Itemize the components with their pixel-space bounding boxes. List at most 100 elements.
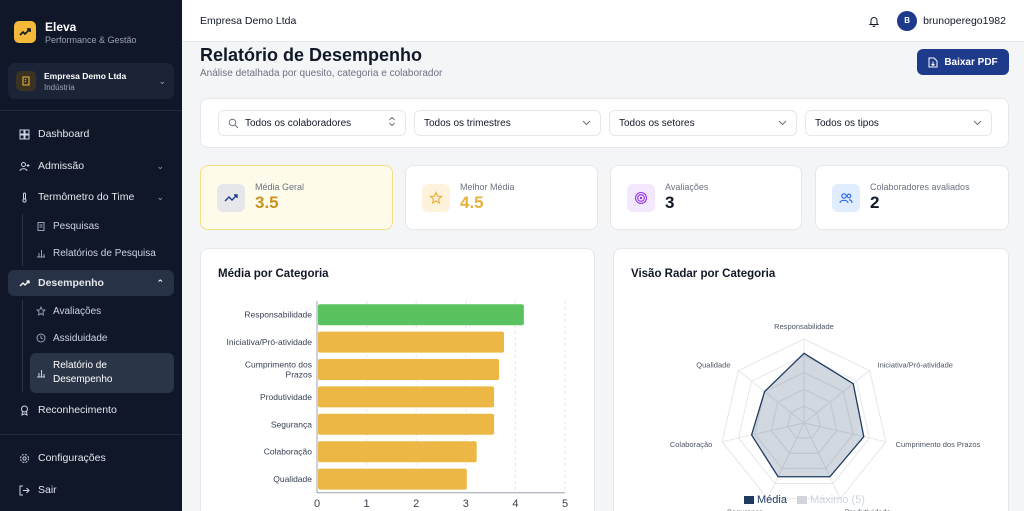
radar-axis-label: Segurança bbox=[727, 508, 764, 511]
brand-name: Eleva bbox=[45, 19, 77, 34]
x-tick-label: 4 bbox=[512, 498, 518, 510]
brand-subtitle: Performance & Gestão bbox=[45, 34, 137, 45]
tree-line bbox=[22, 300, 23, 392]
stat-label: Melhor Média bbox=[460, 182, 515, 192]
x-tick-label: 0 bbox=[314, 498, 320, 510]
category-label: Cumprimento dos bbox=[245, 360, 312, 370]
filters-panel: Todos os colaboradores Todos os trimestr… bbox=[200, 98, 1009, 148]
stat-value: 3.5 bbox=[255, 193, 279, 212]
chevron-down-icon bbox=[582, 118, 591, 129]
sidebar-item-label: Avaliações bbox=[53, 305, 102, 317]
username[interactable]: bruno​perego1982 bbox=[923, 14, 1006, 27]
stat-value: 2 bbox=[870, 193, 880, 212]
avatar[interactable]: B bbox=[897, 10, 918, 31]
sector-filter[interactable]: Todos os setores bbox=[609, 110, 797, 136]
bar-chart-title: Média por Categoria bbox=[218, 268, 329, 280]
sidebar-item-configuracoes[interactable]: Configurações bbox=[8, 445, 174, 471]
legend-swatch-max bbox=[796, 496, 807, 504]
users-icon bbox=[832, 183, 860, 212]
radar-axis-label: Iniciativa/Pró-atividade bbox=[877, 360, 952, 369]
x-tick-label: 5 bbox=[562, 498, 568, 510]
page-title: Relatório de Desempenho bbox=[200, 45, 423, 65]
sidebar-item-label: Pesquisas bbox=[53, 220, 100, 232]
brand-logo-icon bbox=[14, 21, 36, 43]
legend-max[interactable]: Máximo (5) bbox=[809, 494, 865, 506]
brand[interactable]: Eleva Performance & Gestão bbox=[0, 0, 182, 50]
star-icon bbox=[422, 183, 450, 212]
clipboard-icon bbox=[36, 221, 46, 231]
sidebar-item-reconhecimento[interactable]: Reconhecimento bbox=[8, 397, 174, 423]
bar bbox=[318, 359, 500, 380]
quarter-filter[interactable]: Todos os trimestres bbox=[414, 110, 601, 136]
trending-up-icon bbox=[217, 183, 245, 212]
chevron-up-icon: ⌃ bbox=[156, 277, 164, 288]
sidebar-item-label: Configurações bbox=[38, 452, 106, 464]
collaborator-filter-value: Todos os colaboradores bbox=[245, 117, 352, 129]
sidebar: Eleva Performance & Gestão Empresa Demo … bbox=[0, 0, 182, 511]
radar-legend: Média Máximo (5) bbox=[744, 494, 865, 506]
category-label: Responsabilidade bbox=[244, 310, 312, 320]
sector-filter-value: Todos os setores bbox=[619, 117, 695, 129]
radar-spoke bbox=[738, 370, 805, 424]
stat-card-avaliacoes: Avaliações 3 bbox=[610, 165, 802, 230]
sidebar-item-assiduidade[interactable]: Assiduidade bbox=[30, 327, 174, 349]
category-label: Colaboração bbox=[264, 447, 312, 457]
stat-label: Média Geral bbox=[255, 182, 305, 192]
radar-spoke bbox=[803, 422, 887, 443]
sidebar-item-dashboard[interactable]: Dashboard bbox=[8, 121, 174, 147]
award-icon bbox=[18, 404, 30, 416]
radar-grid-ring bbox=[787, 405, 821, 439]
radar-chart: Responsabilidade Iniciativa/Pró-atividade… bbox=[670, 322, 981, 511]
sidebar-item-pesquisas[interactable]: Pesquisas bbox=[30, 215, 174, 237]
category-label: Iniciativa/Pró-atividade bbox=[226, 337, 312, 347]
bell-icon[interactable] bbox=[867, 14, 881, 28]
stat-value: 4.5 bbox=[460, 193, 484, 212]
bar-chart-panel: Média por Categoria 0 1 2 3 4 5 Responsabilida… bbox=[200, 248, 595, 511]
user-plus-icon bbox=[18, 160, 30, 172]
file-download-icon bbox=[928, 57, 938, 68]
radar-axis-label: Produtividade bbox=[845, 508, 891, 511]
legend-swatch-media bbox=[744, 496, 754, 504]
sidebar-item-sair[interactable]: Sair bbox=[8, 477, 174, 503]
sidebar-item-label: Desempenho bbox=[38, 277, 104, 289]
legend-media[interactable]: Média bbox=[757, 494, 787, 506]
sidebar-item-label: Termômetro do Time bbox=[38, 191, 135, 203]
radar-axis-label: Qualidade bbox=[696, 360, 730, 369]
type-filter[interactable]: Todos os tipos bbox=[805, 110, 992, 136]
radar-spoke bbox=[767, 422, 805, 499]
gear-icon bbox=[18, 452, 30, 464]
building-icon bbox=[16, 71, 36, 91]
stat-card-melhor-media: Melhor Média 4.5 bbox=[405, 165, 598, 230]
target-icon bbox=[627, 183, 655, 212]
sidebar-item-termometro[interactable]: Termômetro do Time ⌄ bbox=[8, 184, 174, 210]
sidebar-item-avaliacoes[interactable]: Avaliações bbox=[30, 300, 174, 322]
chevron-down-icon: ⌄ bbox=[156, 160, 164, 171]
sidebar-item-label: Dashboard bbox=[38, 128, 90, 140]
sidebar-item-desempenho[interactable]: Desempenho ⌃ bbox=[8, 270, 174, 296]
sidebar-item-label: Sair bbox=[38, 484, 57, 496]
x-tick-label: 3 bbox=[463, 498, 469, 510]
bar-chart-icon bbox=[36, 368, 46, 378]
category-label: Prazos bbox=[286, 370, 312, 380]
bar bbox=[318, 468, 467, 490]
category-label: Qualidade bbox=[273, 474, 312, 484]
bar bbox=[318, 386, 495, 408]
sidebar-item-admissao[interactable]: Admissão ⌄ bbox=[8, 153, 174, 179]
dashboard-icon bbox=[18, 128, 30, 140]
company-name: Empresa Demo Ltda bbox=[44, 70, 127, 81]
sidebar-item-label: Admissão bbox=[38, 160, 85, 172]
type-filter-value: Todos os tipos bbox=[815, 117, 879, 129]
bar-chart-icon bbox=[36, 248, 46, 258]
chevron-down-icon bbox=[973, 118, 982, 129]
download-pdf-button[interactable]: Baixar PDF bbox=[917, 49, 1009, 75]
collaborator-filter[interactable]: Todos os colaboradores bbox=[218, 110, 406, 136]
sidebar-item-relatorio-desempenho[interactable]: Relatório de Desempenho bbox=[30, 353, 174, 393]
sidebar-item-relatorios-pesquisa[interactable]: Relatórios de Pesquisa bbox=[30, 242, 174, 264]
search-icon bbox=[228, 118, 239, 129]
bar-chart: 0 1 2 3 4 5 Responsabilidade Iniciativa/Pró-ati… bbox=[226, 301, 568, 510]
chevron-down-icon bbox=[778, 118, 787, 129]
stat-label: Colaboradores avaliados bbox=[870, 182, 970, 192]
company-switcher[interactable]: Empresa Demo Ltda Indústria ⌄ bbox=[8, 63, 174, 99]
quarter-filter-value: Todos os trimestres bbox=[424, 117, 511, 129]
radar-spoke bbox=[721, 422, 805, 443]
